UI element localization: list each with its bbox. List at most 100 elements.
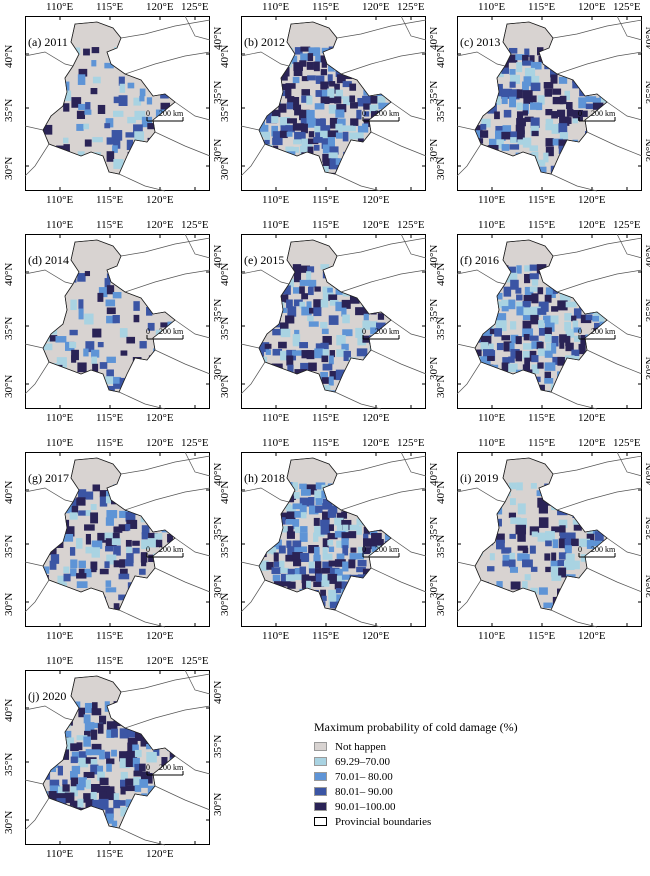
county-patch [300, 132, 306, 141]
bottom-longitude-label: 120°E [578, 194, 606, 206]
county-patch [76, 573, 87, 579]
county-patch [69, 547, 76, 556]
county-patch [286, 299, 293, 309]
county-patch [292, 482, 298, 491]
county-patch [279, 130, 288, 139]
county-patch [489, 350, 496, 361]
county-patch [334, 559, 346, 567]
county-patch [113, 545, 121, 556]
legend-label: 80.01– 90.00 [335, 785, 393, 798]
right-latitude-label: 30°N [644, 574, 650, 598]
county-patch [328, 505, 338, 514]
county-patch [92, 76, 101, 84]
county-patch [480, 123, 487, 130]
county-patch [301, 582, 309, 592]
left-latitude-label: 35°N [3, 98, 15, 122]
right-latitude-label: 40°N [644, 462, 650, 486]
county-patch [524, 574, 531, 581]
scale-distance-label: 200 km [375, 545, 400, 554]
county-patch [57, 765, 64, 776]
county-patch [92, 722, 103, 729]
county-patch [118, 524, 129, 532]
county-patch [70, 786, 78, 797]
county-patch [64, 90, 72, 101]
county-patch [496, 518, 502, 527]
county-patch [371, 546, 380, 553]
county-patch [342, 314, 350, 324]
county-patch [322, 538, 329, 548]
county-patch [133, 124, 143, 135]
county-patch [106, 554, 117, 565]
county-patch [84, 139, 92, 147]
right-latitude-label: 40°N [644, 26, 650, 50]
county-patch [329, 567, 340, 576]
county-patch [92, 702, 98, 709]
county-patch [69, 341, 77, 348]
county-patch [91, 349, 100, 358]
province-boundary-line [118, 173, 166, 192]
province-boundary-line [456, 143, 482, 177]
county-patch [550, 69, 558, 78]
county-patch [510, 517, 522, 524]
county-patch [292, 123, 304, 131]
county-patch [119, 568, 128, 578]
county-patch [273, 552, 279, 562]
county-patch [134, 110, 146, 120]
county-patch [97, 771, 105, 781]
county-patch [98, 287, 108, 298]
county-patch [148, 554, 156, 562]
county-patch [538, 301, 549, 312]
county-patch [84, 702, 96, 714]
county-patch [370, 321, 378, 329]
county-patch [97, 104, 106, 114]
county-patch [70, 299, 77, 311]
province-boundary-line [24, 797, 50, 831]
county-patch [552, 539, 559, 549]
bottom-longitude-label: 115°E [96, 194, 124, 206]
county-patch [515, 350, 523, 362]
county-patch [134, 749, 142, 758]
county-patch [522, 81, 529, 93]
county-patch [71, 505, 79, 514]
county-patch [529, 286, 538, 292]
county-patch [578, 110, 588, 117]
county-patch [592, 315, 601, 322]
county-patch [335, 301, 345, 312]
county-patch [322, 511, 330, 523]
county-patch [285, 554, 295, 562]
county-patch [56, 357, 67, 368]
map-panel-4: 110°E 115°E 120°E 125°E 110°E 115°E 120°E 40°N 3… [0, 218, 224, 436]
county-patch [91, 356, 97, 365]
county-patch [106, 137, 116, 145]
province-boundary-line [552, 19, 643, 39]
county-patch [522, 90, 533, 99]
county-patch [272, 574, 281, 582]
region-outline [474, 21, 608, 175]
county-patch [362, 95, 371, 106]
legend-label: Provincial boundaries [335, 815, 432, 828]
county-patch [564, 560, 575, 571]
county-patch [315, 90, 325, 97]
province-boundary-line [24, 487, 74, 503]
county-patch [91, 784, 101, 793]
scale-zero-label: 0 [362, 545, 366, 554]
county-patch [111, 820, 118, 827]
top-longitude-label: 120°E [146, 219, 174, 231]
top-longitude-label: 110°E [478, 219, 506, 231]
county-patch [531, 130, 539, 137]
province-boundary-line [336, 19, 427, 39]
county-patch [63, 137, 69, 144]
left-latitude-label: 40°N [435, 44, 447, 68]
county-patch [336, 349, 346, 357]
county-patch [139, 88, 146, 97]
province-boundary-line [240, 343, 260, 349]
province-boundary-line [24, 561, 44, 567]
county-patch [118, 800, 126, 806]
county-patch [271, 109, 281, 118]
county-patch [370, 327, 377, 335]
province-boundary-line [400, 233, 427, 259]
county-patch [315, 75, 325, 84]
county-patch [294, 526, 305, 534]
county-patch [91, 743, 102, 751]
county-patch [292, 350, 302, 356]
